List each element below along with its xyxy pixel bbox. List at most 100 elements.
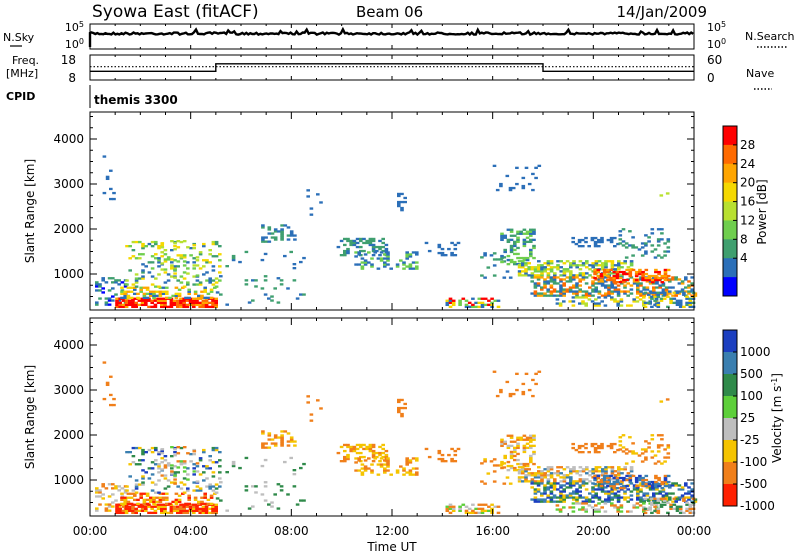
velocity-cell [136,498,140,502]
velocity-cell [610,468,615,471]
velocity-cell [114,485,118,488]
velocity-cell [276,507,281,510]
colorbar-tick-label: -25 [740,433,760,447]
power-cell [115,305,119,309]
power-cell [211,242,216,246]
power-cell [490,297,494,300]
velocity-cell [111,493,115,496]
power-cell [448,299,453,302]
velocity-cell [95,495,99,498]
power-cell [107,289,112,292]
power-cell [120,286,124,289]
power-cell [556,264,560,267]
power-cell [499,182,503,186]
velocity-cell [411,473,416,476]
velocity-cell [682,511,686,515]
velocity-cell [565,486,570,489]
velocity-cell [123,502,127,506]
power-cell [652,290,656,293]
power-cell [128,269,132,272]
velocity-cell [163,487,168,490]
velocity-cell [309,419,314,422]
power-cell [616,292,621,295]
power-cell [613,290,618,293]
velocity-cell [663,484,668,488]
velocity-cell [490,511,494,515]
velocity-cell [597,484,602,487]
power-cell [659,194,664,197]
velocity-cell [607,482,611,485]
power-cell [195,299,199,302]
power-cell [513,248,517,252]
power-cell [195,283,200,286]
velocity-cell [531,378,535,382]
velocity-cell [610,496,614,499]
velocity-cell [464,511,469,515]
velocity-cell [525,446,530,450]
velocity-cell [600,506,604,509]
power-cell [359,239,363,243]
power-cell [483,254,487,257]
velocity-cell [363,469,368,472]
velocity-cell [671,484,675,487]
velocity-cell [383,467,387,470]
velocity-cell [489,460,494,463]
velocity-cell [571,446,575,450]
power-cell [408,265,413,268]
power-cell [214,297,218,300]
velocity-cell [198,509,202,513]
power-cell [577,238,582,242]
power-cell [238,260,242,264]
power-cell [400,206,404,210]
power-cell [640,242,645,245]
power-cell [529,234,533,237]
power-cell [674,276,678,279]
power-cell [280,234,284,237]
velocity-cell [628,476,633,480]
velocity-cell [152,498,156,502]
velocity-cell [616,508,620,511]
velocity-cell [448,511,453,515]
power-cell [575,274,579,277]
velocity-cell [154,446,158,450]
velocity-cell [568,486,573,489]
velocity-cell [206,502,211,506]
power-cell [261,238,265,241]
velocity-cell [477,503,482,506]
colorbar-swatch [723,396,737,419]
velocity-cell [126,502,131,506]
power-cell [182,305,186,309]
colorbar-swatch [723,239,737,259]
power-cell [601,264,605,267]
power-cell [565,270,570,273]
velocity-cell [618,436,623,439]
power-cell [599,278,604,282]
power-cell [568,286,573,289]
power-cell [622,272,626,276]
velocity-cell [621,434,626,437]
power-cell [674,290,678,293]
velocity-cell [646,507,651,511]
power-cell [352,239,357,243]
velocity-cell [386,463,390,466]
velocity-cell [111,487,115,490]
power-cell [677,282,682,285]
velocity-cell [302,462,306,466]
power-cell [381,237,385,241]
power-cell [536,278,541,281]
velocity-cell [597,446,601,450]
velocity-cell [402,469,406,472]
power-cell [137,299,142,302]
power-cell [133,292,137,296]
velocity-cell [260,493,265,496]
velocity-cell [643,507,648,511]
velocity-cell [626,488,630,491]
power-cell [195,256,200,259]
power-cell [134,305,138,309]
power-cell [376,257,381,260]
velocity-cell [540,474,544,477]
velocity-cell [680,486,685,489]
power-cell [597,304,601,307]
power-cell [613,264,618,267]
